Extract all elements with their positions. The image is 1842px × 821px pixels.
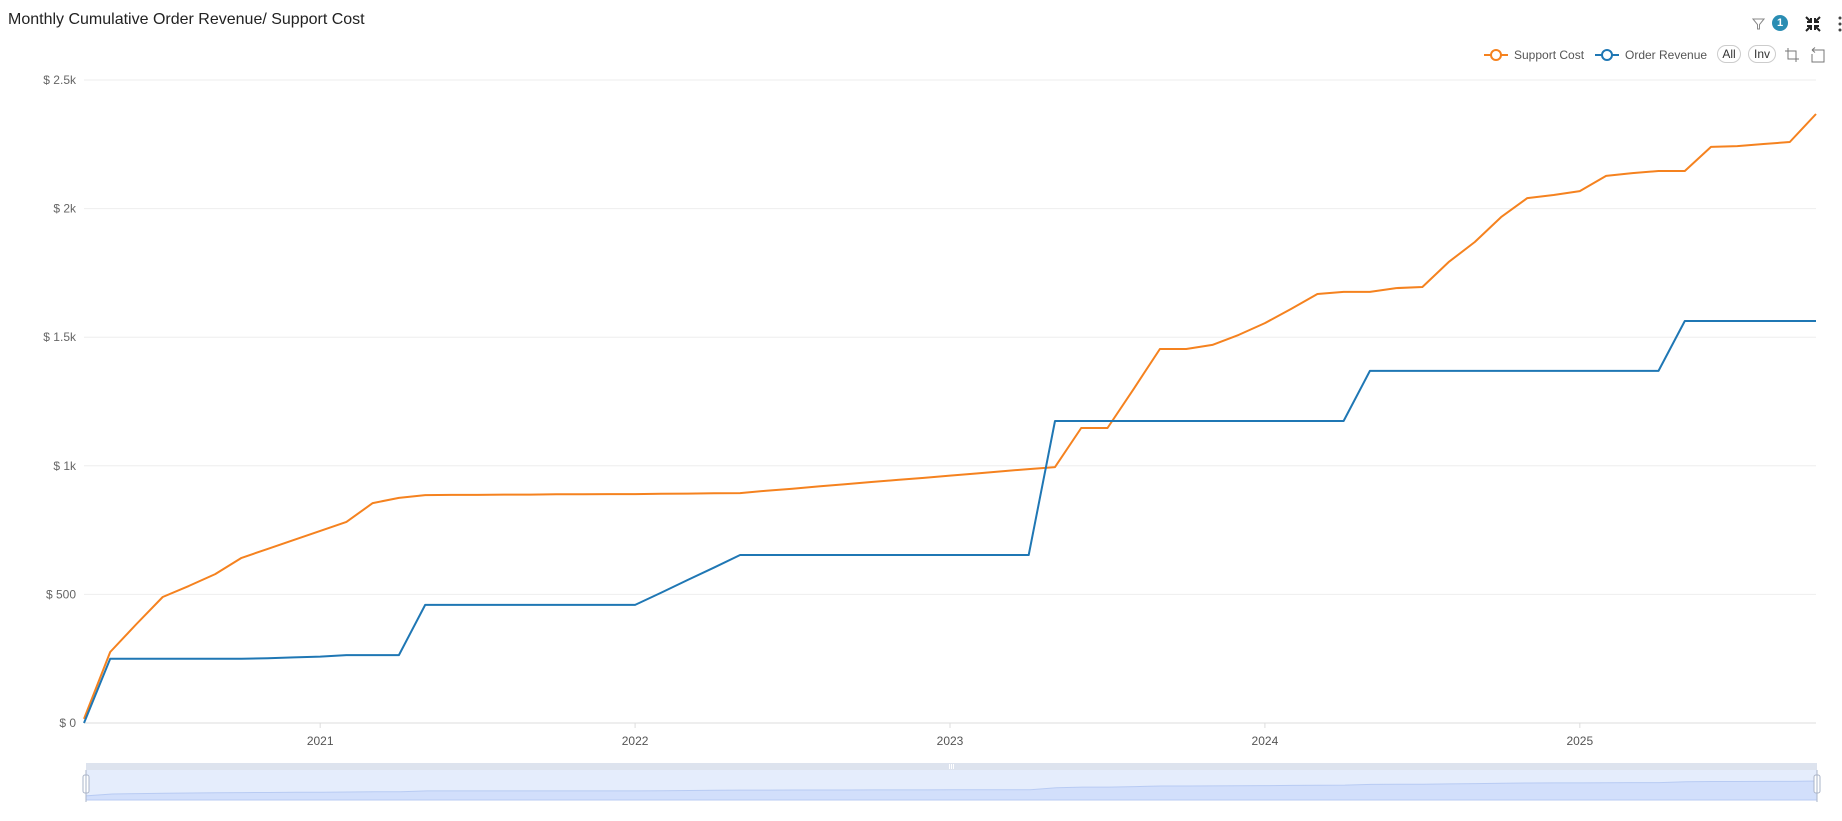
x-tick-label: 2022 — [622, 734, 649, 748]
legend-label: Support Cost — [1514, 48, 1585, 62]
select-all-button[interactable]: All — [1717, 45, 1741, 63]
y-axis: $ 0 $ 500 $ 1k $ 1.5k $ 2k $ 2.5k — [43, 73, 77, 730]
data-zoom-slider[interactable] — [82, 763, 1821, 802]
zoom-reset-icon[interactable] — [1809, 46, 1827, 64]
filter-count-badge: 1 — [1772, 15, 1788, 31]
kebab-menu-icon[interactable] — [1836, 14, 1842, 34]
y-tick-label: $ 1.5k — [43, 330, 77, 344]
y-tick-label: $ 0 — [59, 716, 76, 730]
grid-lines — [84, 79, 1816, 724]
x-tick-label: 2023 — [937, 734, 964, 748]
x-axis: 2021 2022 2023 2024 2025 — [307, 723, 1593, 748]
legend-item-order-revenue[interactable]: Order Revenue — [1595, 46, 1707, 64]
x-tick-label: 2025 — [1566, 734, 1593, 748]
y-tick-label: $ 2k — [53, 202, 77, 216]
chart-title: Monthly Cumulative Order Revenue/ Suppor… — [8, 11, 365, 28]
slider-preview-area — [85, 780, 1818, 801]
x-tick-label: 2024 — [1252, 734, 1279, 748]
series-line-order-revenue[interactable] — [83, 320, 1816, 724]
series-line-support-cost[interactable] — [83, 113, 1817, 720]
y-tick-label: $ 1k — [53, 459, 77, 473]
legend-line-circle-icon — [1484, 49, 1508, 61]
y-tick-label: $ 500 — [46, 587, 76, 601]
filter-icon[interactable] — [1750, 16, 1766, 32]
data-zoom-icon[interactable] — [1783, 46, 1801, 64]
series-lines — [83, 113, 1817, 724]
legend-label: Order Revenue — [1625, 48, 1708, 62]
legend-line-circle-icon — [1595, 49, 1619, 61]
collapse-arrows-icon[interactable] — [1803, 14, 1823, 34]
legend-item-support-cost[interactable]: Support Cost — [1484, 46, 1584, 64]
invert-selection-button[interactable]: Inv — [1748, 45, 1776, 63]
y-tick-label: $ 2.5k — [43, 73, 77, 87]
x-tick-label: 2021 — [307, 734, 334, 748]
